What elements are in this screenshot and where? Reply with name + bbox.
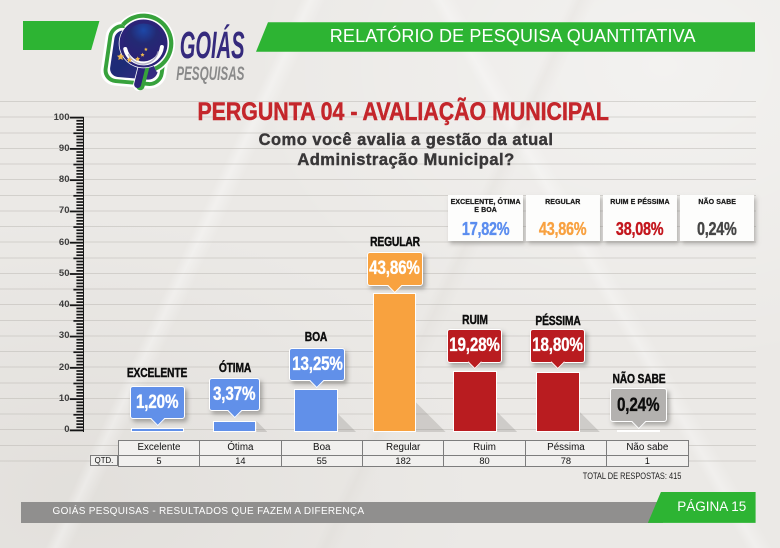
svg-text:PESQUISAS: PESQUISAS — [176, 63, 244, 85]
svg-text:GOIÁS: GOIÁS — [180, 24, 245, 66]
